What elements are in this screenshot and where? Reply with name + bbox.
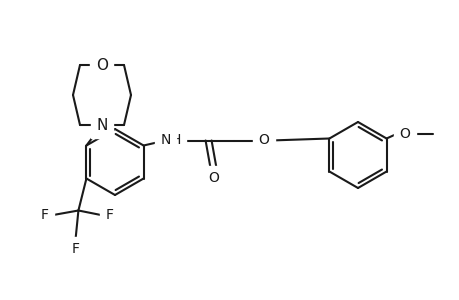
Text: O: O	[398, 127, 409, 140]
Text: F: F	[105, 208, 113, 223]
Text: F: F	[71, 242, 79, 256]
Text: O: O	[96, 58, 108, 73]
Text: N: N	[160, 134, 170, 148]
Text: N: N	[96, 118, 107, 133]
Text: O: O	[207, 172, 218, 185]
Text: H: H	[170, 134, 180, 148]
Text: F: F	[40, 208, 48, 223]
Text: O: O	[257, 134, 269, 148]
